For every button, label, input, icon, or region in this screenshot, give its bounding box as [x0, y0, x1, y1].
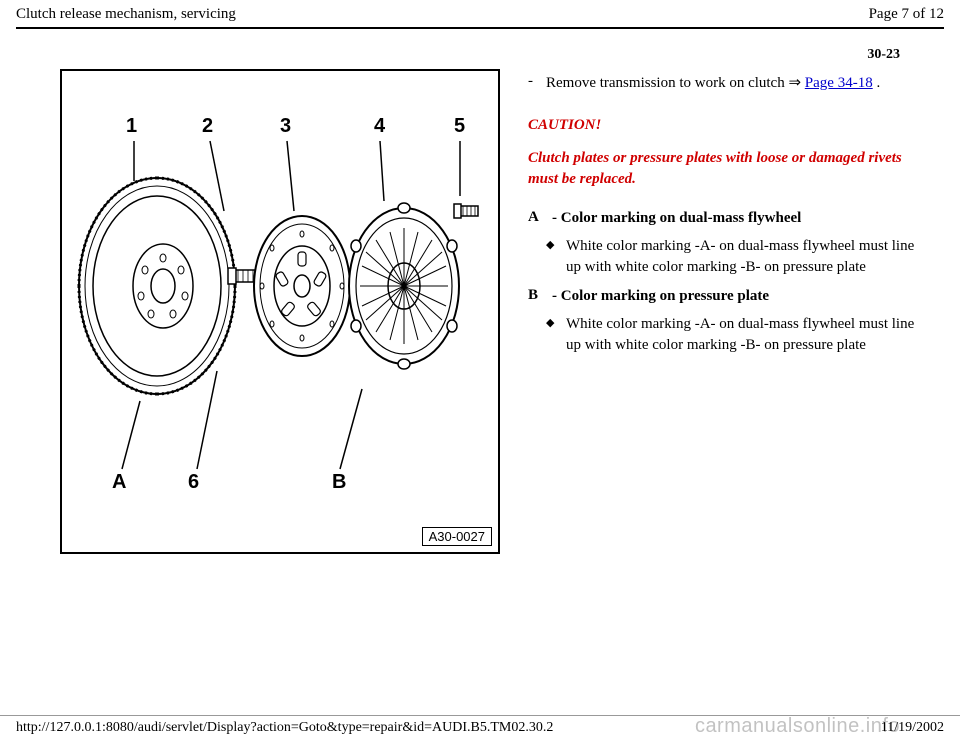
definition-b: B - Color marking on pressure plate	[528, 287, 920, 307]
instructions-column: - Remove transmission to work on clutch …	[528, 69, 920, 554]
bullet-b-0: ◆ White color marking -A- on dual-mass f…	[528, 314, 920, 355]
footer-date: 11/19/2002	[881, 720, 944, 736]
definition-a: A - Color marking on dual-mass flywheel	[528, 209, 920, 229]
page-footer: http://127.0.0.1:8080/audi/servlet/Displ…	[0, 715, 960, 742]
bullet-text: White color marking -A- on dual-mass fly…	[566, 236, 920, 277]
arrow-icon: ⇒	[788, 74, 801, 91]
callout-b: B	[332, 471, 346, 494]
callout-6: 6	[188, 471, 199, 494]
page-link[interactable]: Page 34-18	[805, 75, 873, 91]
step-text-after: .	[873, 75, 881, 91]
figure-id: A30-0027	[422, 527, 492, 546]
bullet-icon: ◆	[546, 236, 558, 277]
page-header: Clutch release mechanism, servicing Page…	[0, 0, 960, 27]
callout-3: 3	[280, 115, 291, 138]
callout-5: 5	[454, 115, 465, 138]
exploded-diagram: 1 2 3 4 5 A 6 B A30-0027	[60, 69, 500, 554]
step-text-before: Remove transmission to work on clutch	[546, 75, 788, 91]
footer-url: http://127.0.0.1:8080/audi/servlet/Displ…	[16, 720, 553, 736]
step-text: Remove transmission to work on clutch ⇒ …	[546, 73, 920, 93]
procedure-step: - Remove transmission to work on clutch …	[528, 73, 920, 93]
content-area: 1 2 3 4 5 A 6 B A30-0027 - Remove transm…	[0, 69, 960, 554]
bullet-icon: ◆	[546, 314, 558, 355]
caution-heading: CAUTION!	[528, 117, 920, 134]
def-title-a: - Color marking on dual-mass flywheel	[552, 209, 920, 229]
callout-4: 4	[374, 115, 385, 138]
doc-title: Clutch release mechanism, servicing	[16, 6, 236, 23]
def-letter-b: B	[528, 287, 544, 307]
dash-bullet: -	[528, 73, 538, 93]
def-title-b: - Color marking on pressure plate	[552, 287, 920, 307]
bullet-a-0: ◆ White color marking -A- on dual-mass f…	[528, 236, 920, 277]
def-letter-a: A	[528, 209, 544, 229]
callout-2: 2	[202, 115, 213, 138]
page-indicator: Page 7 of 12	[869, 6, 944, 23]
callout-a: A	[112, 471, 126, 494]
callout-1: 1	[126, 115, 137, 138]
section-number: 30-23	[0, 29, 960, 69]
caution-body: Clutch plates or pressure plates with lo…	[528, 148, 920, 189]
bullet-text: White color marking -A- on dual-mass fly…	[566, 314, 920, 355]
